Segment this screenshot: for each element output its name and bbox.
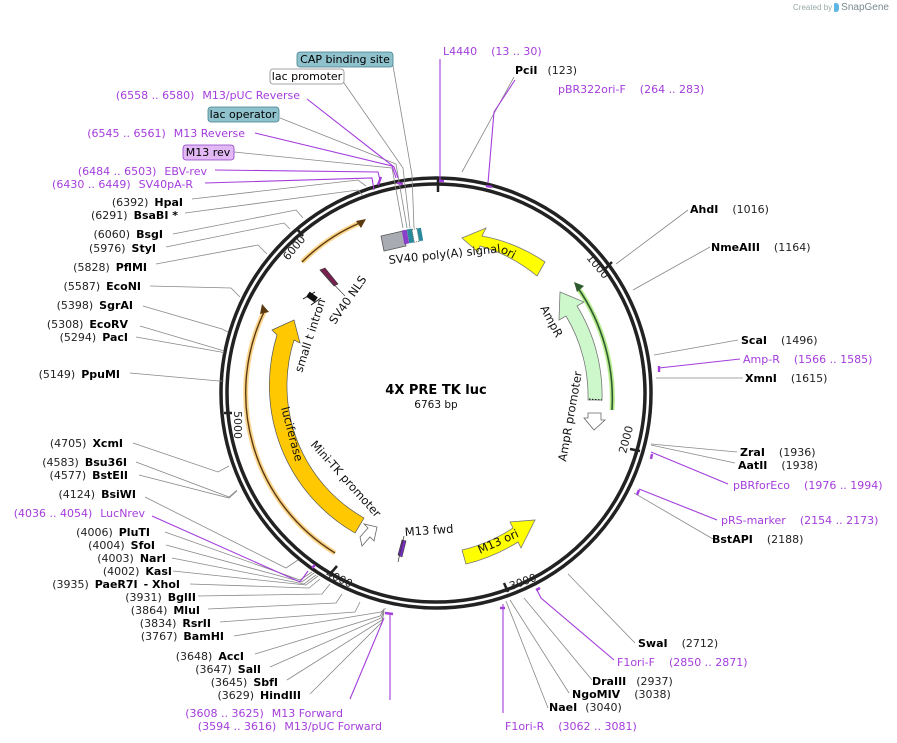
m13-fwd-label: M13 fwd — [404, 522, 454, 539]
ori-label: ori — [499, 242, 519, 261]
svg-text:lac promoter: lac promoter — [272, 70, 343, 83]
enzyme-label[interactable]: (4006) PluTI — [76, 526, 150, 539]
boxed-labels: CAP binding site lac promoter lac operat… — [182, 51, 394, 161]
svg-text:M13 rev: M13 rev — [186, 146, 231, 159]
snapgene-credit: Created by SnapGene — [793, 2, 889, 13]
ampr-promoter-label: AmpR promoter — [555, 370, 585, 463]
ampr-promoter-feature[interactable] — [583, 412, 607, 431]
enzyme-label[interactable]: (4124) BsiWI — [58, 488, 136, 501]
enzyme-label[interactable]: (4583) Bsu36I — [42, 456, 127, 469]
enzyme-label[interactable]: (4003) NarI — [97, 552, 166, 565]
enzyme-label[interactable]: (5976) StyI — [89, 242, 156, 255]
primer-label[interactable]: (6558 .. 6580) M13/pUC Reverse — [116, 89, 300, 102]
enzyme-label[interactable]: (5308) EcoRV — [47, 318, 129, 331]
leader-lines — [129, 59, 743, 709]
svg-text:lac operator: lac operator — [210, 108, 277, 121]
lac-promoter-box[interactable]: lac promoter — [269, 68, 345, 85]
primer-lines — [151, 59, 741, 713]
ampr-orf[interactable] — [577, 287, 614, 411]
primer-label[interactable]: pBR322ori-F (264 .. 283) — [558, 83, 704, 96]
m13-fwd-feature[interactable] — [397, 539, 407, 558]
sv40-nls-feature[interactable] — [319, 267, 339, 287]
primer-marks — [311, 176, 661, 616]
enzyme-label[interactable]: (6060) BsgI — [94, 228, 163, 241]
luciferase-feature[interactable] — [269, 319, 365, 534]
enzyme-label[interactable]: (5294) PacI — [60, 331, 128, 344]
enzyme-label[interactable]: NmeAIII (1164) — [711, 241, 811, 254]
primer-label[interactable]: pBRforEco (1976 .. 1994) — [733, 479, 883, 492]
primer-label[interactable]: L4440 (13 .. 30) — [443, 45, 542, 58]
primer-label[interactable]: F1ori-R (3062 .. 3081) — [505, 720, 637, 733]
primer-label[interactable]: (6545 .. 6561) M13 Reverse — [87, 127, 245, 140]
enzyme-label[interactable]: (5587) EcoNI — [64, 280, 141, 293]
upper-orf[interactable] — [301, 221, 363, 263]
enzyme-label[interactable]: NgoMIV (3038) — [572, 688, 671, 701]
primer-label[interactable]: pRS-marker (2154 .. 2173) — [721, 514, 878, 527]
sv40-polya-feature[interactable] — [380, 227, 424, 252]
enzyme-label[interactable]: (6392) HpaI — [112, 196, 183, 209]
enzyme-label[interactable]: PciI (123) — [515, 64, 577, 77]
enzyme-label[interactable]: (4705) XcmI — [50, 437, 123, 450]
enzyme-label[interactable]: ZraI (1936) — [740, 446, 816, 459]
primer-label[interactable]: (3594 .. 3616) M13/pUC Forward — [198, 720, 382, 733]
enzyme-label[interactable]: (4002) KasI — [103, 565, 172, 578]
enzyme-label[interactable]: AhdI (1016) — [690, 203, 769, 216]
tick-marks — [224, 178, 641, 593]
credit-prefix: Created by — [793, 3, 833, 12]
small-t-intron-feature[interactable] — [302, 291, 322, 306]
enzyme-label[interactable]: XmnI (1615) — [745, 372, 827, 385]
enzyme-label[interactable]: (3647) SalI — [195, 663, 261, 676]
enzyme-label[interactable]: DraIII (2937) — [592, 675, 673, 688]
enzyme-label[interactable]: (3931) BglII — [125, 591, 196, 604]
enzyme-label[interactable]: (3767) BamHI — [141, 630, 224, 643]
right-primer-labels: L4440 (13 .. 30) pBR322ori-F (264 .. 283) … — [443, 45, 883, 733]
enzyme-label[interactable]: (3864) MluI — [131, 604, 200, 617]
enzyme-label[interactable]: NaeI (3040) — [549, 701, 622, 714]
left-primer-labels: (6558 .. 6580) M13/pUC Reverse (6545 .. 6… — [14, 89, 382, 733]
enzyme-label[interactable]: SwaI (2712) — [638, 637, 718, 650]
enzyme-label[interactable]: (4577) BstEII — [50, 469, 128, 482]
primer-label[interactable]: Amp-R (1566 .. 1585) — [743, 353, 872, 366]
primer-label[interactable]: (4036 .. 4054) LucNrev — [14, 507, 146, 520]
plasmid-name: 4X PRE TK luc — [385, 383, 486, 398]
enzyme-label[interactable]: (3834) RsrII — [140, 617, 211, 630]
right-enzyme-labels: PciI (123) AhdI (1016) NmeAIII (1164) ScaI(… — [515, 64, 827, 714]
tick-label-5000: 5000 — [231, 411, 244, 439]
enzyme-label[interactable]: (5398) SgrAI — [57, 299, 133, 312]
luciferase-orf[interactable] — [245, 309, 336, 554]
primer-label[interactable]: (6430 .. 6449) SV40pA-R — [52, 178, 193, 191]
ampr-feature[interactable] — [558, 291, 603, 401]
enzyme-label[interactable]: BstAPI (2188) — [712, 533, 803, 546]
primer-label[interactable]: F1ori-F (2850 .. 2871) — [617, 656, 748, 669]
cap-binding-site-box[interactable]: CAP binding site — [296, 51, 394, 68]
lac-operator-box[interactable]: lac operator — [207, 106, 280, 123]
snapgene-logo-icon — [834, 3, 840, 12]
m13-ori-feature[interactable] — [461, 519, 536, 565]
m13-rev-box[interactable]: M13 rev — [182, 144, 235, 161]
mini-tk-promoter-feature[interactable] — [359, 523, 378, 547]
svg-text:CAP binding site: CAP binding site — [300, 53, 390, 66]
enzyme-label[interactable]: (6291) BsaBI * — [91, 209, 178, 222]
left-enzyme-labels: (6392) HpaI (6291) BsaBI * (6060) BsgI (597… — [39, 196, 301, 702]
enzyme-label[interactable]: (5828) PflMI — [73, 261, 147, 274]
primer-label[interactable]: (3608 .. 3625) M13 Forward — [185, 707, 343, 720]
enzyme-label[interactable]: (4004) SfoI — [88, 539, 155, 552]
enzyme-label[interactable]: ScaI (1496) — [741, 334, 818, 347]
plasmid-length: 6763 bp — [414, 399, 458, 411]
enzyme-label[interactable]: (5149) PpuMI — [39, 368, 120, 381]
tick-label-4000: 4000 — [324, 567, 355, 591]
enzyme-label[interactable]: (3648) AccI — [176, 650, 244, 663]
enzyme-label[interactable]: AatII (1938) — [738, 459, 818, 472]
credit-brand: SnapGene — [841, 2, 889, 13]
primer-label[interactable]: (6484 .. 6503) EBV-rev — [78, 165, 208, 178]
enzyme-label[interactable]: (3645) SbfI — [211, 676, 278, 689]
enzyme-label[interactable]: (3935) PaeR7I - XhoI — [52, 578, 180, 591]
enzyme-label[interactable]: (3629) HindIII — [217, 689, 301, 702]
backbone-ring — [219, 176, 653, 610]
ori-feature[interactable] — [461, 227, 546, 277]
